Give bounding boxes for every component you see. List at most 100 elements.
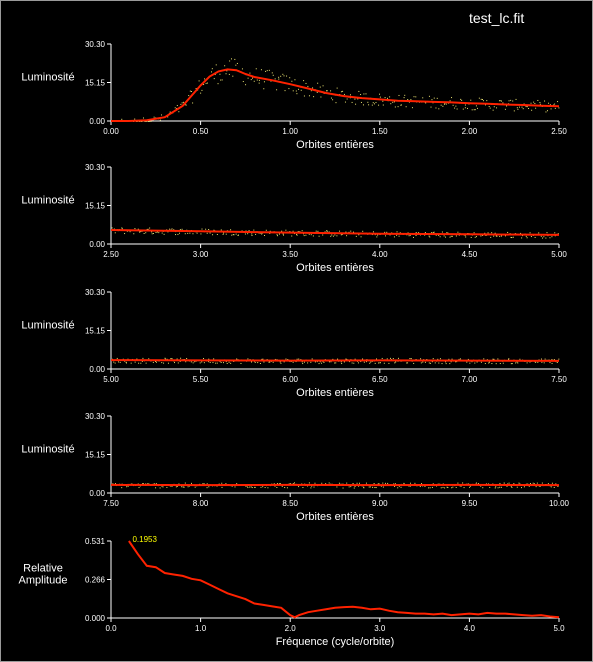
scatter-point [316,91,318,93]
scatter-point [435,234,437,236]
scatter-point [549,104,551,106]
scatter-point [547,483,549,485]
x-tick-label: 4.0 [464,624,476,633]
scatter-point [254,486,256,488]
scatter-point [217,83,219,85]
scatter-point [274,78,276,80]
scatter-point [250,486,252,488]
scatter-point [543,362,545,364]
scatter-point [281,485,283,487]
scatter-point [516,107,518,109]
scatter-point [305,234,307,236]
scatter-point [447,232,449,234]
scatter-point [263,81,265,83]
scatter-point [251,233,253,235]
scatter-point [179,232,181,234]
scatter-point [286,75,288,77]
scatter-point [382,482,384,484]
scatter-point [544,100,546,102]
scatter-point [519,358,521,360]
scatter-point [470,485,472,487]
scatter-point [540,235,542,237]
scatter-point [394,483,396,485]
scatter-point [421,483,423,485]
scatter-point [362,230,364,232]
scatter-point [446,486,448,488]
scatter-point [213,78,215,80]
scatter-point [303,233,305,235]
scatter-point [474,109,476,111]
scatter-point [520,232,522,234]
scatter-point [353,487,355,489]
scatter-point [114,362,116,364]
scatter-point [363,486,365,488]
scatter-point [158,232,160,234]
scatter-point [292,483,294,485]
scatter-point [353,231,355,233]
scatter-point [439,358,441,360]
scatter-point [335,362,337,364]
scatter-point [523,103,525,105]
scatter-point [205,82,207,84]
scatter-point [511,486,513,488]
scatter-point [173,229,175,231]
scatter-point [142,483,144,485]
scatter-point [139,231,141,233]
y-tick-label: 0.00 [89,365,105,374]
scatter-point [294,79,296,81]
scatter-point [464,107,466,109]
scatter-point [357,98,359,100]
scatter-point [415,96,417,98]
scatter-point [282,73,284,75]
scatter-point [112,483,114,485]
scatter-point [201,89,203,91]
scatter-point [194,486,196,488]
scatter-point [557,101,559,103]
scatter-point [272,74,274,76]
scatter-point [208,228,210,230]
scatter-point [113,228,115,230]
scatter-point [302,363,304,365]
scatter-point [360,101,362,103]
scatter-point [488,362,490,364]
scatter-point [475,236,477,238]
scatter-point [362,104,364,106]
scatter-point [526,106,528,108]
scatter-point [269,230,271,232]
scatter-point [398,485,400,487]
scatter-point [372,102,374,104]
scatter-point [320,96,322,98]
scatter-point [276,483,278,485]
scatter-point [338,482,340,484]
x-tick-label: 5.50 [193,375,209,384]
scatter-point [189,90,191,92]
scatter-point [121,227,123,229]
scatter-point [203,362,205,364]
scatter-point [155,483,157,485]
scatter-point [439,236,441,238]
scatter-point [322,361,324,363]
scatter-point [554,103,556,105]
scatter-point [336,235,338,237]
scatter-point [136,358,138,360]
scatter-point [372,231,374,233]
scatter-point [334,234,336,236]
scatter-point [490,236,492,238]
scatter-point [205,228,207,230]
scatter-point [163,233,165,235]
scatter-point [183,486,185,488]
scatter-point [346,235,348,237]
scatter-point [545,237,547,239]
scatter-point [386,358,388,360]
scatter-point [432,358,434,360]
scatter-point [378,104,380,106]
scatter-point [446,232,448,234]
y-tick-label: 0.266 [85,576,106,585]
scatter-point [269,361,271,363]
scatter-point [147,483,149,485]
scatter-point [466,107,468,109]
scatter-point [263,361,265,363]
scatter-point [134,361,136,363]
